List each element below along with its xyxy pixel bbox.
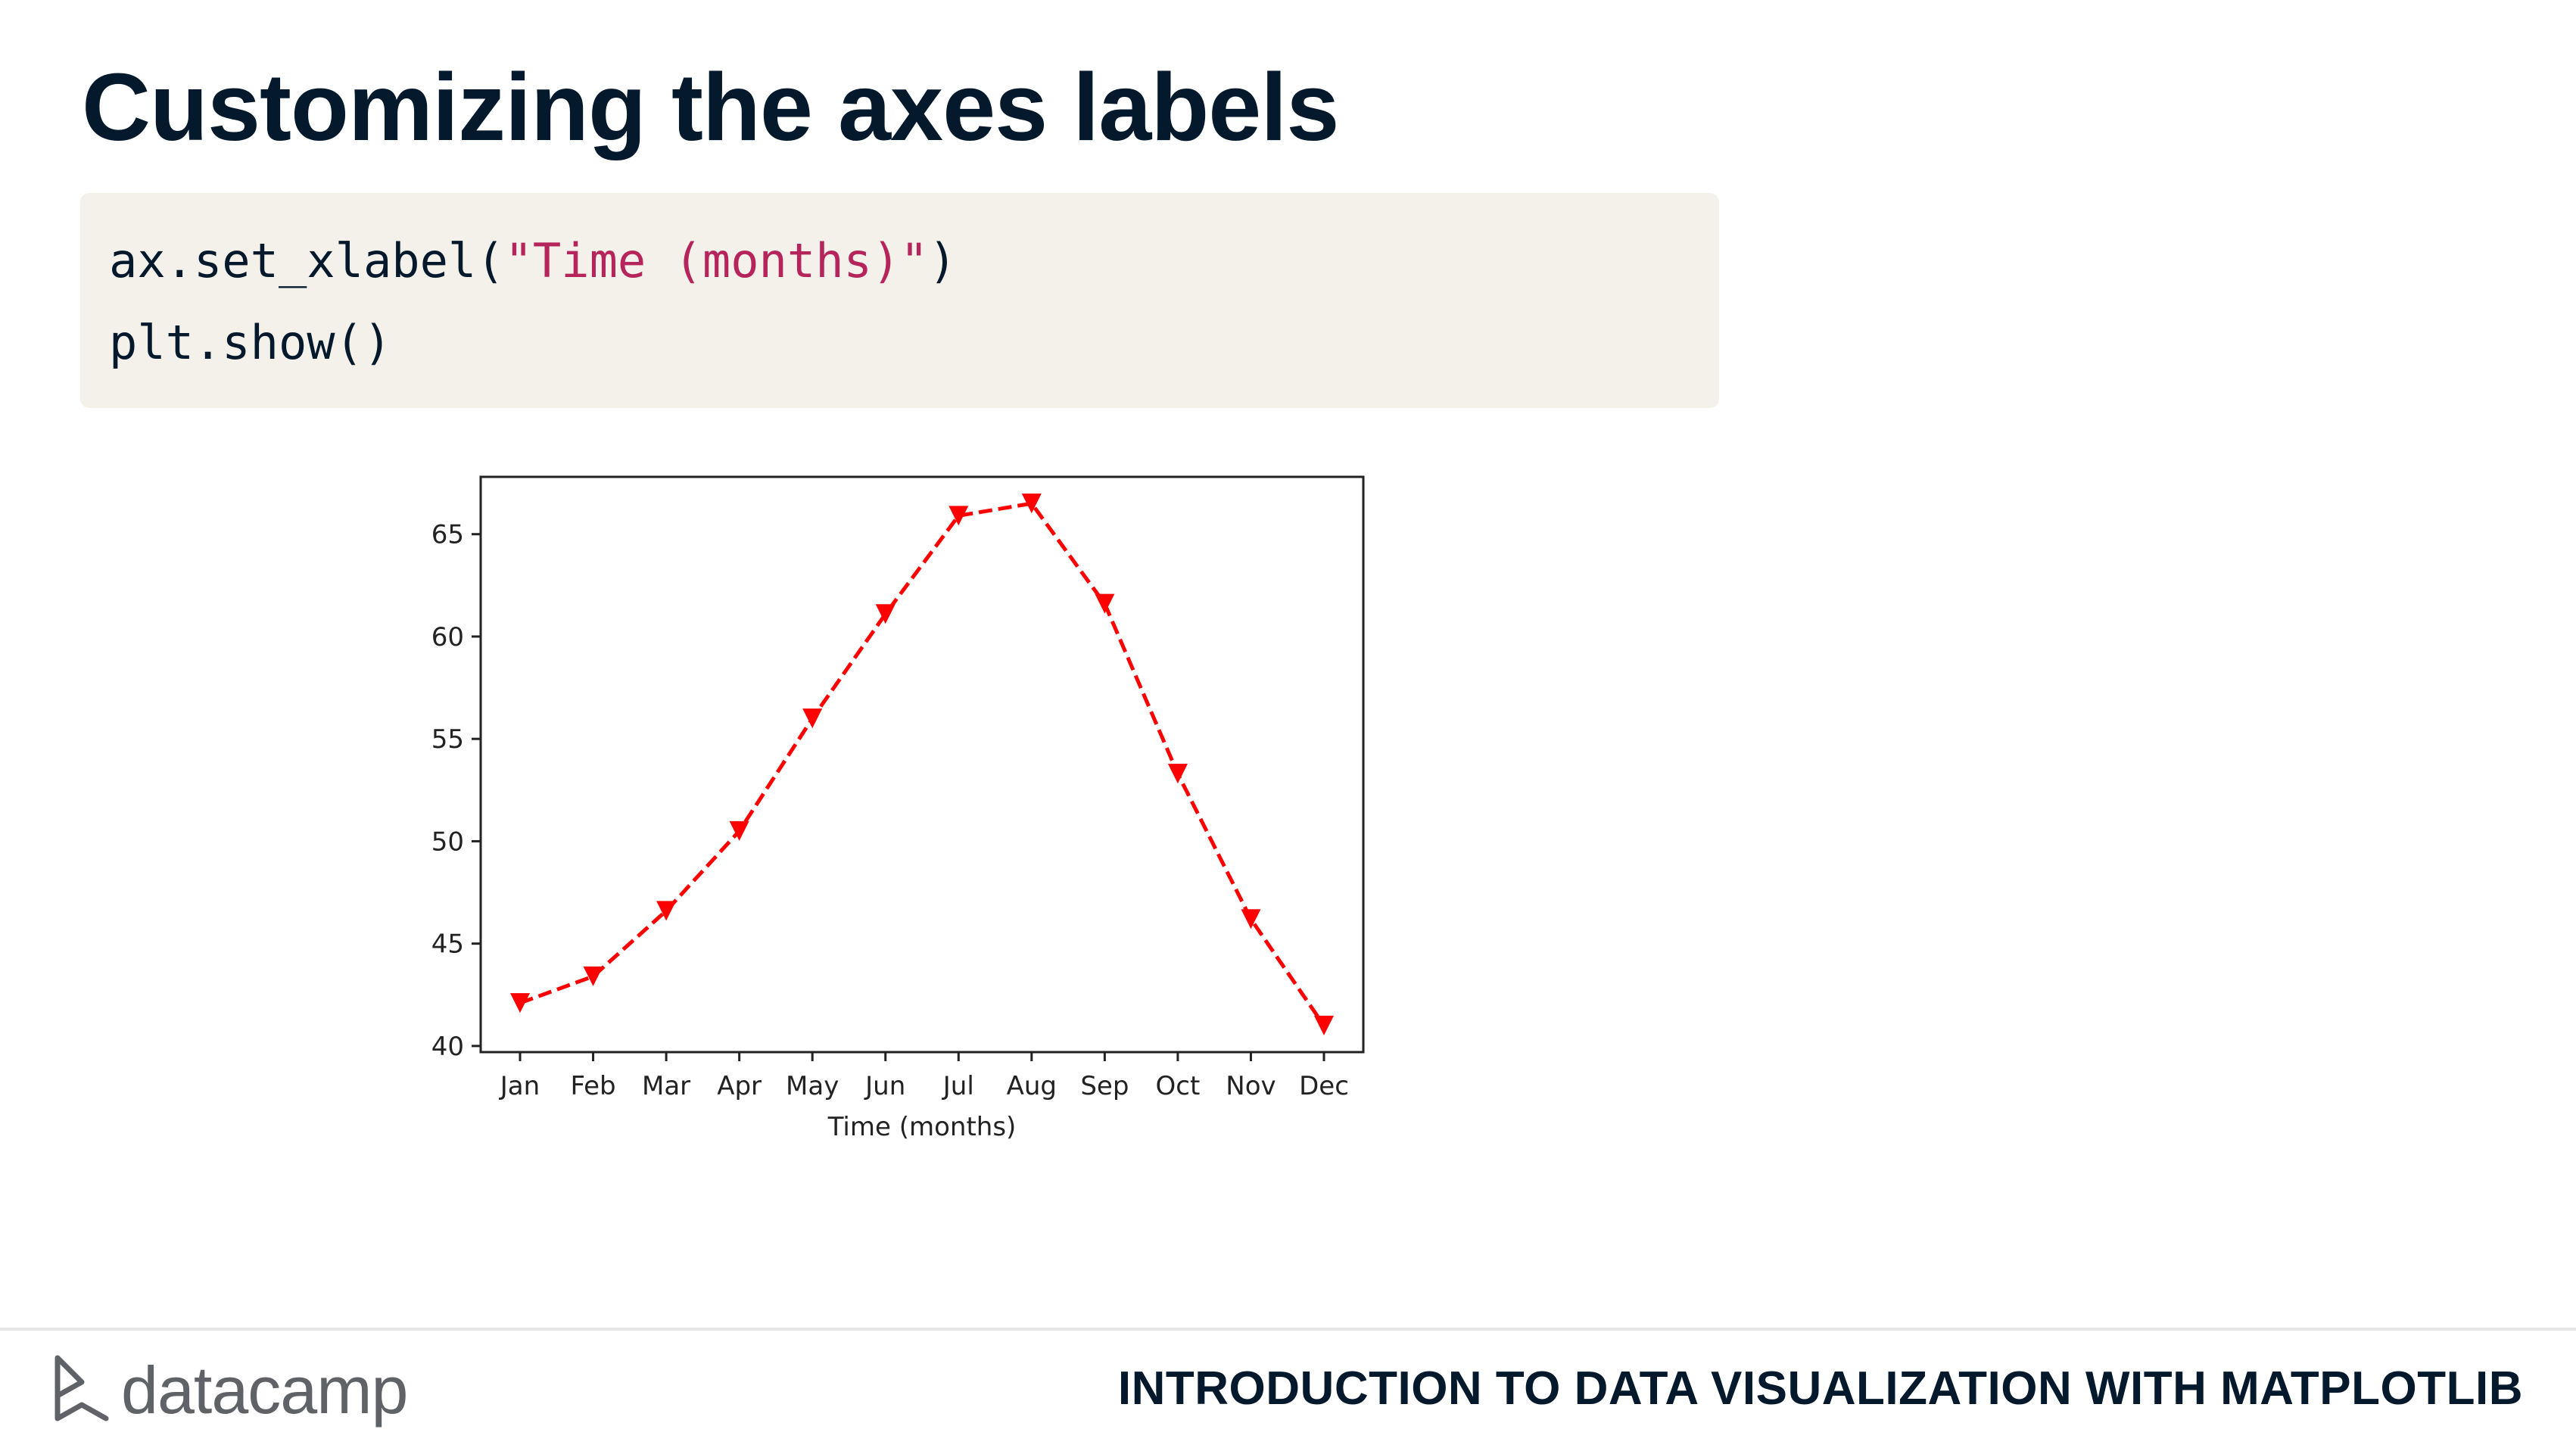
- data-point-marker: [802, 708, 823, 729]
- y-tick-label: 65: [431, 520, 464, 550]
- data-point-marker: [510, 993, 530, 1014]
- chart-svg: 40 45 50 55 60 65 Jan Feb Mar Apr May Jun Jul Aug Sep O…: [431, 475, 1365, 1142]
- line-chart: 40 45 50 55 60 65 Jan Feb Mar Apr May Jun Jul Aug Sep O…: [394, 462, 1378, 1143]
- data-point-marker: [1241, 909, 1261, 929]
- data-point-marker: [1314, 1015, 1334, 1035]
- x-tick-label: Jul: [942, 1071, 974, 1101]
- code-block: ax.set_xlabel("Time (months)") plt.show(…: [80, 193, 1719, 408]
- slide-title: Customizing the axes labels: [82, 54, 1339, 160]
- data-point-marker: [948, 506, 969, 526]
- x-tick-label: Mar: [642, 1071, 690, 1101]
- series-line: [519, 501, 1326, 1027]
- x-tick-label: Nov: [1226, 1071, 1276, 1101]
- data-point-marker: [583, 966, 603, 986]
- data-point-marker: [1021, 494, 1042, 514]
- data-point-marker: [1167, 764, 1188, 784]
- x-tick-label: Feb: [570, 1071, 615, 1101]
- y-tick-label: 55: [431, 724, 464, 755]
- data-point-marker: [1095, 593, 1115, 614]
- y-tick-label: 45: [431, 929, 464, 960]
- code-close-paren: ): [928, 233, 957, 288]
- x-tick-label: Jun: [864, 1071, 905, 1101]
- plot-frame: [479, 475, 1365, 1054]
- x-tick-label: Dec: [1299, 1071, 1349, 1101]
- code-line-1: ax.set_xlabel("Time (months)"): [109, 231, 957, 291]
- footer-divider: [0, 1328, 2576, 1331]
- code-fn-call: ax.set_xlabel(: [109, 233, 505, 288]
- x-tick-label: Apr: [717, 1071, 762, 1101]
- x-tick-label: Aug: [1007, 1071, 1057, 1101]
- logo-text: datacamp: [121, 1353, 408, 1428]
- datacamp-logo-icon: [55, 1355, 109, 1421]
- y-tick-label: 40: [431, 1032, 464, 1062]
- y-tick-label: 60: [431, 622, 464, 652]
- x-tick-label: Sep: [1080, 1071, 1129, 1101]
- x-tick-label: May: [786, 1071, 839, 1101]
- data-point-marker: [875, 604, 896, 624]
- code-line-2: plt.show(): [109, 315, 392, 370]
- data-point-marker: [729, 820, 749, 841]
- code-string-literal: "Time (months)": [504, 233, 929, 288]
- y-tick-label: 50: [431, 827, 464, 857]
- data-point-marker: [656, 901, 677, 921]
- datacamp-logo: datacamp: [51, 1347, 445, 1431]
- course-title: INTRODUCTION TO DATA VISUALIZATION WITH …: [1117, 1362, 2523, 1415]
- x-tick-label: Oct: [1156, 1071, 1201, 1101]
- x-tick-label: Jan: [499, 1071, 540, 1101]
- x-axis-label: Time (months): [827, 1112, 1017, 1142]
